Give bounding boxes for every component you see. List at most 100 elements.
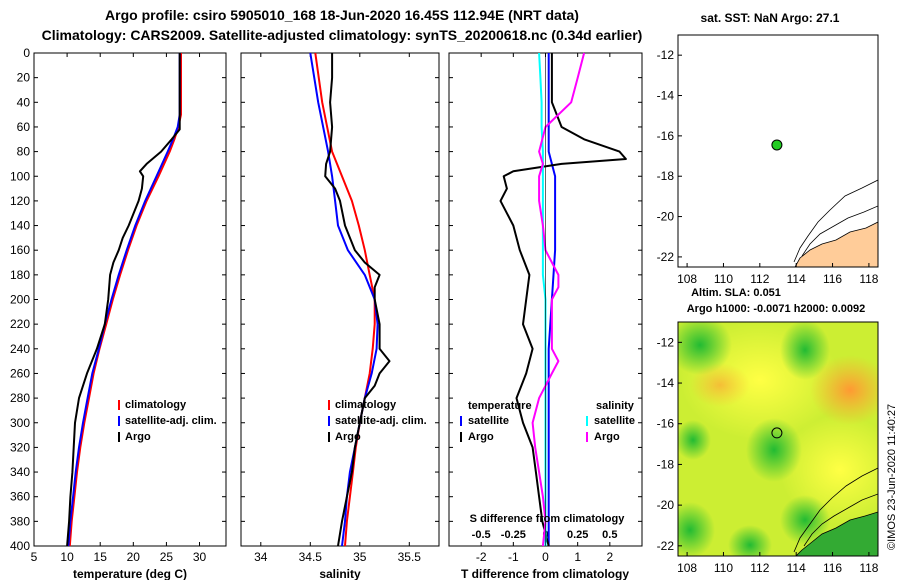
map-x-tick-label: 118 — [859, 561, 878, 575]
x-tick-label: 34 — [254, 550, 268, 564]
sla-blob-orange — [690, 363, 750, 407]
map-x-tick-label: 114 — [787, 561, 806, 575]
depth-tick-label: 160 — [10, 243, 30, 257]
legend-label-satellite-adj: satellite-adj. clim. — [125, 415, 217, 427]
map-bottom-land — [795, 511, 878, 556]
depth-tick-label: 300 — [10, 416, 30, 430]
s-diff-tick-label: -0.25 — [501, 529, 526, 541]
map-top-content — [678, 35, 878, 267]
map-x-tick-label: 112 — [750, 561, 769, 575]
map-x-tick-label: 108 — [677, 272, 697, 286]
depth-tick-label: 180 — [10, 268, 30, 282]
map-y-tick-label: -20 — [657, 498, 675, 512]
x-tick-label: 25 — [160, 550, 174, 564]
map-y-tick-label: -22 — [657, 250, 675, 264]
legend-label-temp-satellite: satellite — [468, 415, 509, 427]
difference-plot: -2 -1 0 1 2-0.5 -0.25 0 0.25 0.5 — [449, 52, 642, 564]
legend-label-argo: Argo — [335, 431, 361, 443]
map-bottom-float-marker — [771, 427, 783, 439]
temperature-plot: 5 10 15 20 25 30 — [31, 52, 226, 564]
legend-label-climatology: climatology — [125, 399, 187, 411]
x-tick-label: 15 — [94, 550, 108, 564]
sla-blob-green — [780, 495, 830, 545]
depth-tick-label: 360 — [10, 490, 30, 504]
sla-blob-green — [780, 322, 830, 380]
s-diff-tick-label: 0.5 — [602, 529, 617, 541]
sla-blob-green — [678, 502, 715, 556]
depth-tick-label: 200 — [10, 293, 30, 307]
map-x-tick-label: 118 — [859, 272, 878, 286]
map-x-tick-label: 116 — [823, 272, 842, 286]
x-tick-label: 20 — [127, 550, 141, 564]
legend-label-argo: Argo — [125, 431, 151, 443]
series-line-salinity-argo — [531, 52, 586, 547]
map-bottom-axes: 108 110 112 114 116 118 -12 -14 -16 -18 -20 -22 — [657, 335, 879, 575]
difference-xlabel: T difference from climatology — [461, 567, 629, 580]
salinity-legend: climatology satellite-adj. clim. Argo — [328, 399, 427, 443]
x-tick-label: 5 — [31, 550, 38, 564]
legend-label-sal-satellite: satellite — [594, 415, 635, 427]
salinity-plot: 34 34.5 35 35.5 — [241, 52, 439, 564]
legend-label-sal-argo: Argo — [594, 431, 620, 443]
map-top-land — [794, 221, 878, 267]
map-x-tick-label: 108 — [677, 561, 697, 575]
legend-title-salinity: salinity — [596, 400, 635, 412]
map-top-axes: 108 110 112 114 116 118 -12 -14 -16 -18 -20 -22 — [657, 48, 879, 286]
map-top-float-marker — [771, 139, 783, 151]
depth-tick-label: 100 — [10, 169, 30, 183]
map-y-tick-label: -16 — [657, 417, 675, 431]
map-top-isobath-1 — [793, 179, 878, 263]
depth-tick-label: 260 — [10, 366, 30, 380]
series-line-satellite-adj-clim- — [309, 52, 379, 547]
depth-tick-label: 380 — [10, 514, 30, 528]
sla-blob-green — [746, 418, 802, 482]
depth-tick-label: 140 — [10, 219, 30, 233]
x-tick-label: 35.5 — [398, 550, 422, 564]
x-tick-label: 34.5 — [299, 550, 323, 564]
series-line-temperature-argo — [499, 53, 627, 547]
depth-tick-label: 60 — [17, 120, 31, 134]
depth-tick-label: 120 — [10, 194, 30, 208]
series-line-temperature-satellite — [547, 53, 557, 546]
sla-blob-green — [678, 420, 711, 460]
map-y-tick-label: -16 — [657, 129, 675, 143]
map-bottom-isobath-2 — [803, 493, 878, 547]
s-diff-tick-label: -0.5 — [472, 529, 491, 541]
temperature-plot-frame — [33, 52, 227, 547]
map-x-tick-label: 116 — [823, 561, 842, 575]
copyright-side-label: ©IMOS 23-Jun-2020 11:40:27 — [886, 404, 898, 550]
difference-legend: temperature salinity satellite Argo sate… — [460, 400, 635, 443]
depth-tick-label: 240 — [10, 342, 30, 356]
map-y-tick-label: -20 — [657, 210, 675, 224]
x-tick-label: -2 — [476, 550, 487, 564]
temperature-xlabel: temperature (deg C) — [73, 567, 187, 580]
x-tick-label: -1 — [508, 550, 519, 564]
map-x-tick-label: 110 — [714, 272, 733, 286]
map-y-tick-label: -18 — [657, 169, 675, 183]
series-line-argo — [66, 53, 181, 547]
sla-blob-green — [728, 525, 772, 556]
map-y-tick-label: -12 — [657, 335, 675, 349]
x-tick-label: 2 — [606, 550, 613, 564]
x-tick-label: 1 — [574, 550, 581, 564]
map-y-tick-label: -12 — [657, 48, 675, 62]
temperature-legend: climatology satellite-adj. clim. Argo — [118, 399, 217, 443]
x-tick-label: 35 — [353, 550, 367, 564]
x-tick-label: 0 — [542, 550, 549, 564]
depth-tick-label: 80 — [17, 145, 31, 159]
map-y-tick-label: -14 — [657, 89, 675, 103]
legend-label-climatology: climatology — [335, 399, 397, 411]
depth-tick-label: 40 — [17, 95, 31, 109]
map-bottom-frame — [677, 321, 879, 557]
depth-tick-label: 280 — [10, 391, 30, 405]
salinity-plot-frame — [240, 52, 440, 547]
depth-tick-label: 0 — [23, 46, 30, 60]
x-tick-label: 30 — [193, 550, 207, 564]
series-line-satellite-adj-clim- — [67, 53, 181, 547]
map-top-frame — [677, 34, 879, 268]
salinity-xlabel: salinity — [319, 567, 361, 580]
map-x-tick-label: 114 — [787, 272, 806, 286]
sla-blob-orange — [810, 355, 878, 425]
series-line-argo — [324, 53, 391, 547]
